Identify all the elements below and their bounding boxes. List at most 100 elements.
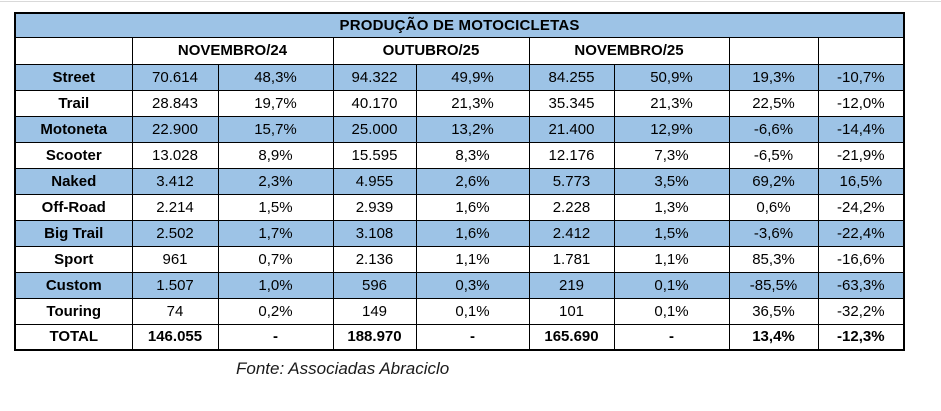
value-cell: -6,5% (728, 141, 819, 169)
value-cell: 15.595 (332, 141, 417, 169)
header-blank-category (14, 36, 133, 65)
category-cell: Scooter (14, 141, 133, 169)
value-cell: 36,5% (728, 297, 819, 325)
value-cell: 21,3% (415, 89, 530, 117)
value-cell: -10,7% (817, 63, 905, 91)
total-row: TOTAL 146.055-188.970-165.690-13,4% -12,3% (14, 323, 905, 351)
production-table: PRODUÇÃO DE MOTOCICLETAS NOVEMBRO/24 OUT… (14, 12, 906, 351)
header-blank-var2 (817, 36, 905, 65)
value-cell: 74 (131, 297, 219, 325)
value-cell: 16,5% (817, 167, 905, 195)
value-cell: 149 (332, 297, 417, 325)
value-cell: 961 (131, 245, 219, 273)
category-cell: Off-Road (14, 193, 133, 221)
value-cell: 0,1% (415, 297, 530, 325)
value-cell: 69,2% (728, 167, 819, 195)
table-row: Motoneta 22.900 15,7% 25.000 13,2% 21.400 12,9… (14, 115, 905, 143)
screenshot-top-edge (0, 1, 941, 2)
value-cell: 22,5% (728, 89, 819, 117)
value-cell: 5.773 (528, 167, 615, 195)
value-cell: 12,9% (613, 115, 730, 143)
value-cell: 25.000 (332, 115, 417, 143)
value-cell: -21,9% (817, 141, 905, 169)
value-cell: 188.970 (332, 323, 417, 351)
category-cell: Custom (14, 271, 133, 299)
value-cell: -63,3% (817, 271, 905, 299)
value-cell: 146.055 (131, 323, 219, 351)
value-cell: 2.228 (528, 193, 615, 221)
value-cell: 101 (528, 297, 615, 325)
table-row: Touring 74 0,2% 149 0,1% 101 0,1% 36,5% -32,2% (14, 297, 905, 325)
table-row: Trail 28.843 19,7% 40.170 21,3% 35.345 21,3% 22… (14, 89, 905, 117)
value-cell: 8,9% (217, 141, 334, 169)
value-cell: 21.400 (528, 115, 615, 143)
value-cell: 22.900 (131, 115, 219, 143)
category-cell: Motoneta (14, 115, 133, 143)
value-cell: 2.136 (332, 245, 417, 273)
value-cell: -22,4% (817, 219, 905, 247)
header-novembro-25: NOVEMBRO/25 (528, 36, 730, 65)
value-cell: -14,4% (817, 115, 905, 143)
value-cell: - (217, 323, 334, 351)
value-cell: -16,6% (817, 245, 905, 273)
table-title: PRODUÇÃO DE MOTOCICLETAS (14, 12, 905, 38)
table-body: Street 70.614 48,3% 94.322 49,9% 84.255 50,9% 1… (14, 63, 905, 351)
value-cell: 0,7% (217, 245, 334, 273)
value-cell: 0,2% (217, 297, 334, 325)
value-cell: 0,6% (728, 193, 819, 221)
value-cell: 3.108 (332, 219, 417, 247)
value-cell: 35.345 (528, 89, 615, 117)
value-cell: 1,0% (217, 271, 334, 299)
header-novembro-24: NOVEMBRO/24 (131, 36, 334, 65)
value-cell: -32,2% (817, 297, 905, 325)
value-cell: 1.507 (131, 271, 219, 299)
value-cell: 49,9% (415, 63, 530, 91)
value-cell: 2.412 (528, 219, 615, 247)
total-label-cell: TOTAL (14, 323, 133, 351)
value-cell: - (613, 323, 730, 351)
value-cell: 1,7% (217, 219, 334, 247)
value-cell: 7,3% (613, 141, 730, 169)
value-cell: 1,6% (415, 219, 530, 247)
value-cell: 165.690 (528, 323, 615, 351)
value-cell: 40.170 (332, 89, 417, 117)
value-cell: -12,3% (817, 323, 905, 351)
value-cell: 2.214 (131, 193, 219, 221)
category-cell: Touring (14, 297, 133, 325)
value-cell: 1,3% (613, 193, 730, 221)
value-cell: 19,7% (217, 89, 334, 117)
value-cell: 15,7% (217, 115, 334, 143)
value-cell: 8,3% (415, 141, 530, 169)
source-caption: Fonte: Associadas Abraciclo (236, 359, 450, 378)
header-outubro-25: OUTUBRO/25 (332, 36, 530, 65)
table-row: Scooter 13.028 8,9% 15.595 8,3% 12.176 7,3% -6,… (14, 141, 905, 169)
value-cell: 50,9% (613, 63, 730, 91)
value-cell: -6,6% (728, 115, 819, 143)
value-cell: 2,6% (415, 167, 530, 195)
table-row: Off-Road 2.214 1,5% 2.939 1,6% 2.228 1,3% 0,6% -… (14, 193, 905, 221)
header-blank-var1 (728, 36, 819, 65)
value-cell: 0,1% (613, 297, 730, 325)
value-cell: -85,5% (728, 271, 819, 299)
category-cell: Street (14, 63, 133, 91)
value-cell: -24,2% (817, 193, 905, 221)
value-cell: 48,3% (217, 63, 334, 91)
category-cell: Sport (14, 245, 133, 273)
value-cell: 2.939 (332, 193, 417, 221)
category-cell: Big Trail (14, 219, 133, 247)
value-cell: 85,3% (728, 245, 819, 273)
value-cell: 2,3% (217, 167, 334, 195)
value-cell: 13.028 (131, 141, 219, 169)
value-cell: 596 (332, 271, 417, 299)
value-cell: 0,3% (415, 271, 530, 299)
table-row: Sport 961 0,7% 2.136 1,1% 1.781 1,1% 85,3% -16,6… (14, 245, 905, 273)
value-cell: 28.843 (131, 89, 219, 117)
table-row: Big Trail 2.502 1,7% 3.108 1,6% 2.412 1,5% -3,6… (14, 219, 905, 247)
value-cell: 0,1% (613, 271, 730, 299)
value-cell: 1.781 (528, 245, 615, 273)
value-cell: 1,1% (415, 245, 530, 273)
value-cell: 19,3% (728, 63, 819, 91)
value-cell: 1,1% (613, 245, 730, 273)
category-cell: Trail (14, 89, 133, 117)
value-cell: 2.502 (131, 219, 219, 247)
